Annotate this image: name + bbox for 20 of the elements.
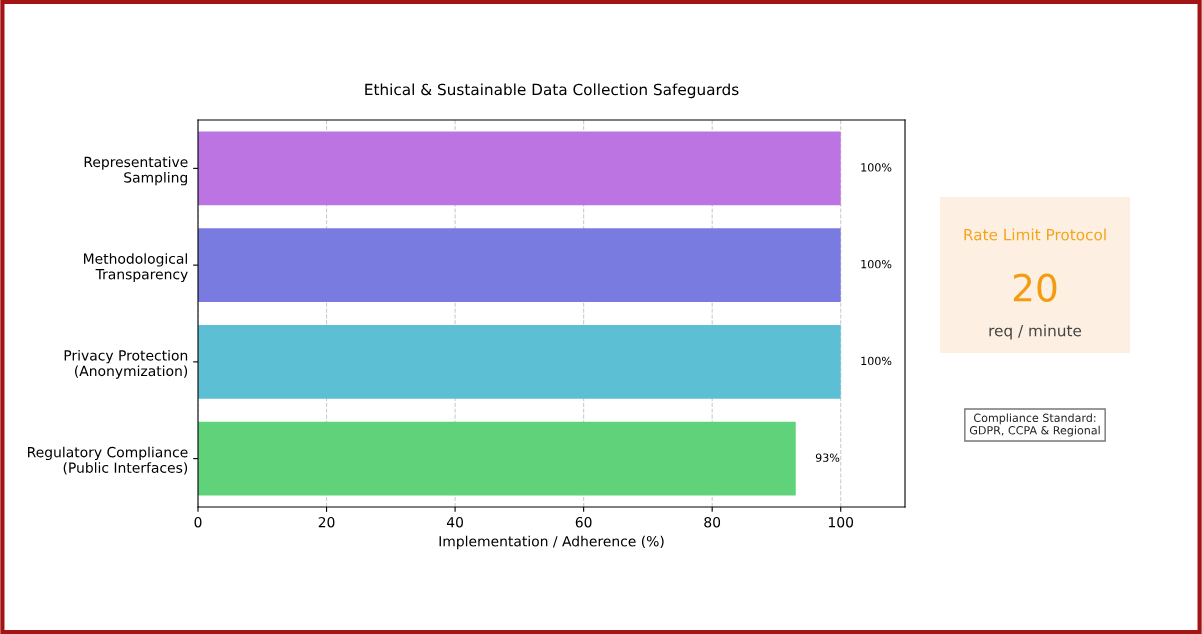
x-tick-label: 40 — [446, 516, 464, 528]
text: 20 — [1013, 273, 1057, 302]
data-label: 100% — [861, 259, 892, 269]
data-label: 100% — [861, 163, 892, 172]
x-tick-label: 20 — [318, 516, 335, 528]
x-axis-title: Implementation / Adherence (%) — [439, 535, 664, 550]
y-tick-label: Methodological Transparency — [84, 253, 188, 283]
y-tick-label: Representative Sampling — [84, 156, 188, 186]
x-tick-label: 60 — [575, 516, 592, 528]
text: Compliance Standard: GDPR, CCPA & Regional — [969, 413, 1100, 437]
text: req / minute — [989, 324, 1082, 340]
x-tick-label: 80 — [704, 516, 721, 528]
data-label: 93% — [815, 453, 840, 462]
y-tick-label: Regulatory Compliance (Public Interfaces) — [28, 446, 188, 475]
x-tick-label: 0 — [194, 516, 202, 528]
chart-title: Ethical & Sustainable Data Collection Safeguards — [365, 83, 739, 99]
text: Rate Limit Protocol — [964, 228, 1106, 241]
data-label: 100% — [861, 356, 892, 366]
x-tick-label: 100 — [829, 516, 854, 528]
y-tick-label: Privacy Protection (Anonymization) — [64, 349, 188, 379]
